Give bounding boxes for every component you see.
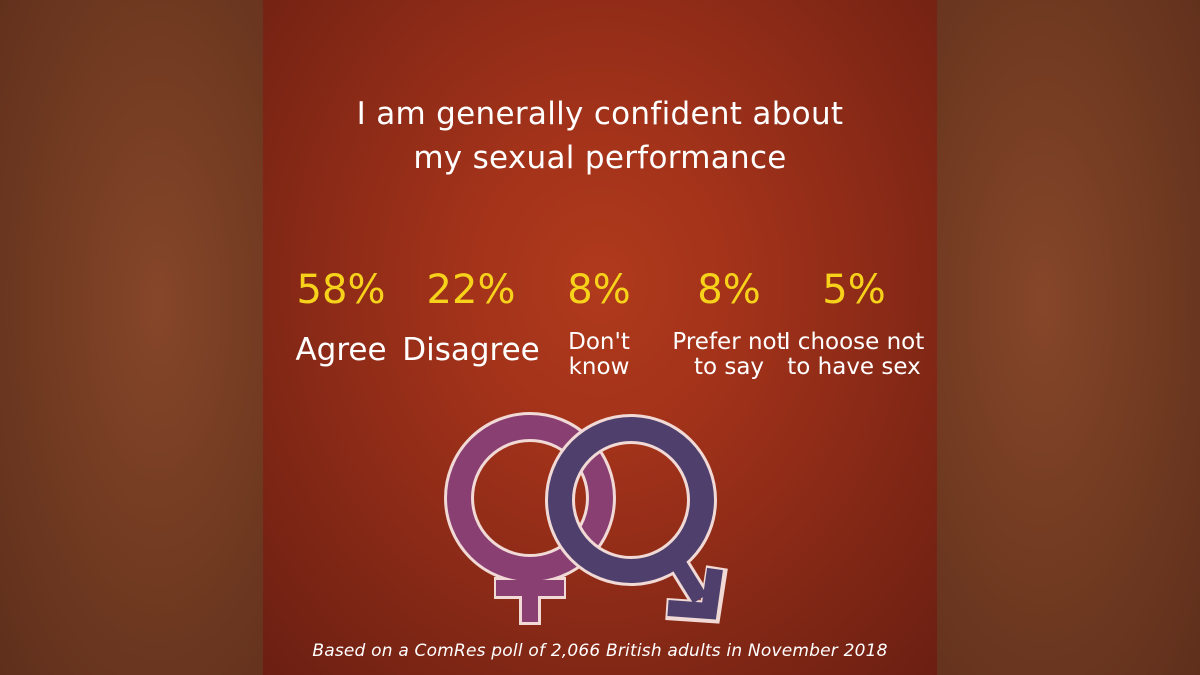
category-label-line: Agree [295,332,387,368]
title-line-2: my sexual performance [413,140,787,176]
female-symbol-icon [444,412,616,625]
category-label: Disagree [396,330,546,370]
category-label-line: I choose not [783,329,925,355]
category-label: Agree [266,330,416,370]
stat-2: 8% Don't know [524,262,674,380]
category-label: I choose not to have sex [779,330,929,380]
category-label: Prefer not to say [654,330,804,380]
percent-value: 22% [426,267,516,313]
category-label-line: to say [693,354,765,380]
chart-title: I am generally confident about my sexual… [263,92,937,180]
gender-symbols [444,412,728,625]
category-label-line: Prefer not [672,329,786,355]
percent-value: 5% [822,267,886,313]
category-label-line: Don't [568,329,630,355]
title-line-1: I am generally confident about [356,96,844,132]
percent-value: 8% [567,267,631,313]
stat-4: 5% I choose not to have sex [779,262,929,380]
category-label-line: Disagree [402,332,540,368]
source-footnote: Based on a ComRes poll of 2,066 British … [312,641,888,661]
male-symbol-icon [545,414,728,624]
category-label-line: know [568,354,630,380]
infographic-panel: I am generally confident about my sexual… [263,0,937,675]
category-label: Don't know [524,330,674,380]
percent-value: 58% [296,267,386,313]
stat-0: 58% Agree [266,262,416,370]
background-left [0,0,263,675]
percent-value: 8% [697,267,761,313]
stat-3: 8% Prefer not to say [654,262,804,380]
stats-row: 58% Agree 22% Disagree 8% Don't know 8% Prefer n… [263,262,937,392]
background-right [937,0,1200,675]
stat-1: 22% Disagree [396,262,546,370]
category-label-line: to have sex [787,354,921,380]
